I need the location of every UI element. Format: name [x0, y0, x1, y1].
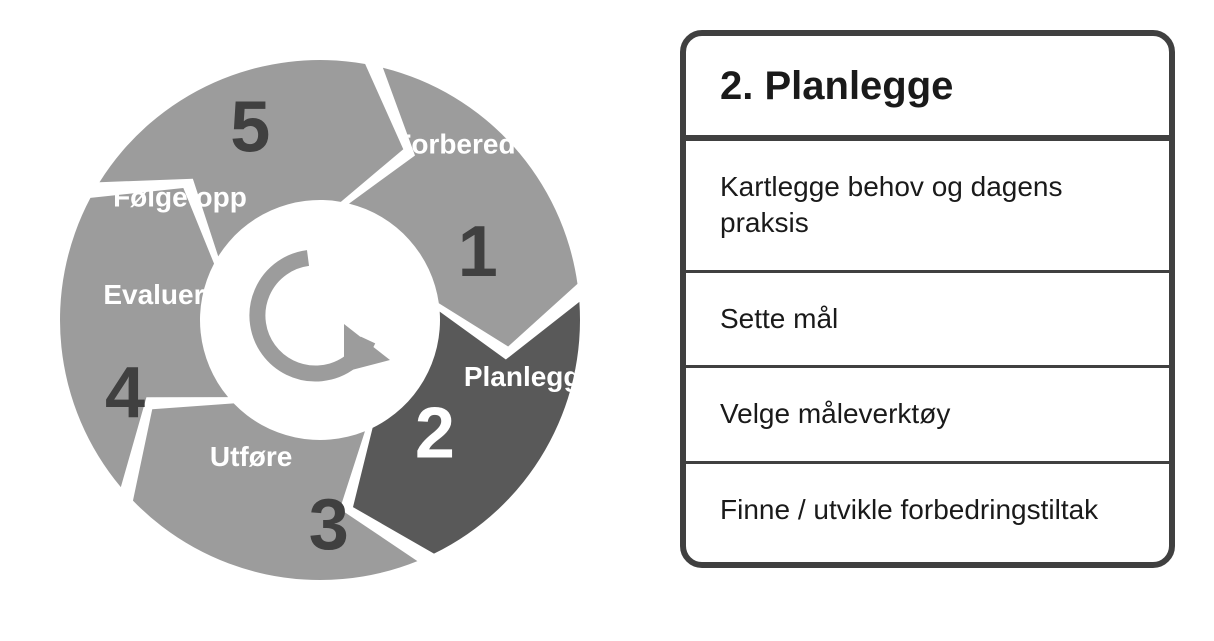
cycle-number-5: 5	[230, 88, 270, 168]
panel-title: 2. Planlegge	[686, 36, 1169, 141]
cycle-label-3: Utføre	[210, 441, 292, 472]
cycle-number-2: 2	[415, 393, 455, 473]
cycle-number-3: 3	[309, 485, 349, 565]
panel-item: Finne / utvikle forbedrings­tiltak	[686, 464, 1169, 562]
process-cycle: 1 Forberede 2 Planlegge 3 Utføre 4 Evaluere 5 Føl…	[40, 40, 600, 600]
panel-item: Velge måleverktøy	[686, 368, 1169, 463]
panel-item: Kartlegge behov og dagens praksis	[686, 141, 1169, 273]
cycle-segment-2	[353, 302, 580, 554]
detail-panel: 2. Planlegge Kartlegge behov og dagens p…	[680, 30, 1175, 568]
center-arrow-icon	[257, 258, 390, 374]
cycle-number-4: 4	[105, 353, 145, 433]
cycle-label-1: Forberede	[394, 128, 531, 159]
cycle-label-2: Planlegge	[464, 361, 596, 392]
cycle-label-4: Evaluere	[103, 279, 220, 310]
cycle-label-5: Følge opp	[113, 182, 247, 213]
cycle-number-1: 1	[458, 212, 498, 292]
panel-item: Sette mål	[686, 273, 1169, 368]
